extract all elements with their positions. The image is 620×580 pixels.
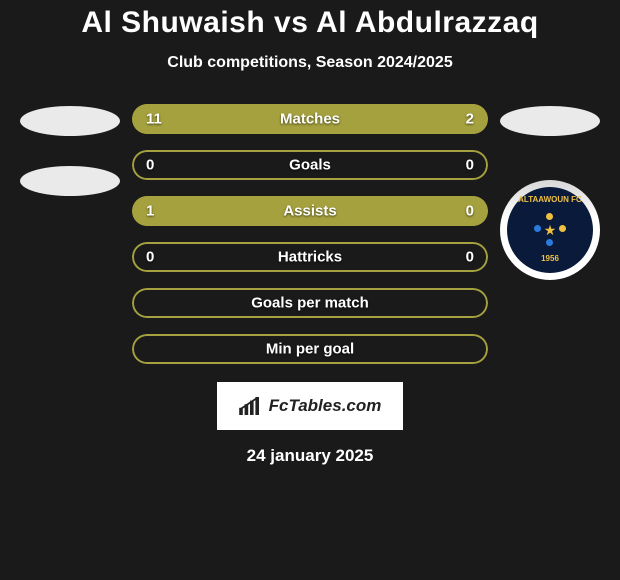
stat-bar-label: Matches <box>280 111 340 128</box>
club-badge-name: ALTAAWOUN FC <box>518 195 582 204</box>
club-badge-left-placeholder <box>20 166 120 196</box>
chart-area: Matches112Goals00Assists10Hattricks00Goa… <box>0 104 620 364</box>
brand-chart-icon <box>239 397 261 415</box>
club-badge-year: 1956 <box>541 254 559 263</box>
page-title: Al Shuwaish vs Al Abdulrazzaq <box>81 6 538 40</box>
stat-bar-label: Assists <box>283 203 336 220</box>
stat-bar: Hattricks 0 0 <box>132 242 488 272</box>
stat-bar: Matches 11 2 <box>132 104 488 134</box>
page-subtitle: Club competitions, Season 2024/2025 <box>167 54 452 72</box>
stat-bar: Assists 1 0 <box>132 196 488 226</box>
date-label: 24 january 2025 <box>247 446 374 466</box>
right-side-column: ALTAAWOUN FC 1956 <box>500 104 600 364</box>
stat-bar-value-right: 2 <box>466 111 474 128</box>
stat-bars: Matches112Goals00Assists10Hattricks00Goa… <box>132 104 488 364</box>
stat-bar-value-left: 1 <box>146 203 154 220</box>
club-badge-ball-icon <box>531 211 569 249</box>
club-badge-right-inner: ALTAAWOUN FC 1956 <box>507 187 593 273</box>
club-badge-right: ALTAAWOUN FC 1956 <box>500 180 600 280</box>
stat-bar-label: Hattricks <box>278 249 342 266</box>
player-avatar-right-placeholder <box>500 106 600 136</box>
stat-bar: Goals per match <box>132 288 488 318</box>
stat-bar-value-left: 0 <box>146 157 154 174</box>
stat-bar-label: Min per goal <box>266 341 354 358</box>
stat-bar-value-right: 0 <box>466 249 474 266</box>
stat-bar-label: Goals <box>289 157 331 174</box>
stat-bar-value-left: 0 <box>146 249 154 266</box>
stat-bar-label: Goals per match <box>251 295 369 312</box>
player-avatar-left-placeholder <box>20 106 120 136</box>
stat-bar: Min per goal <box>132 334 488 364</box>
stat-bar-value-right: 0 <box>466 203 474 220</box>
comparison-card: Al Shuwaish vs Al Abdulrazzaq Club compe… <box>0 0 620 580</box>
stat-bar-value-right: 0 <box>466 157 474 174</box>
stat-bar-fill-right <box>433 104 488 134</box>
brand-label: FcTables.com <box>269 396 382 416</box>
stat-bar-value-left: 11 <box>146 111 162 128</box>
left-side-column <box>20 104 120 364</box>
stat-bar: Goals 0 0 <box>132 150 488 180</box>
brand-box: FcTables.com <box>217 382 404 430</box>
